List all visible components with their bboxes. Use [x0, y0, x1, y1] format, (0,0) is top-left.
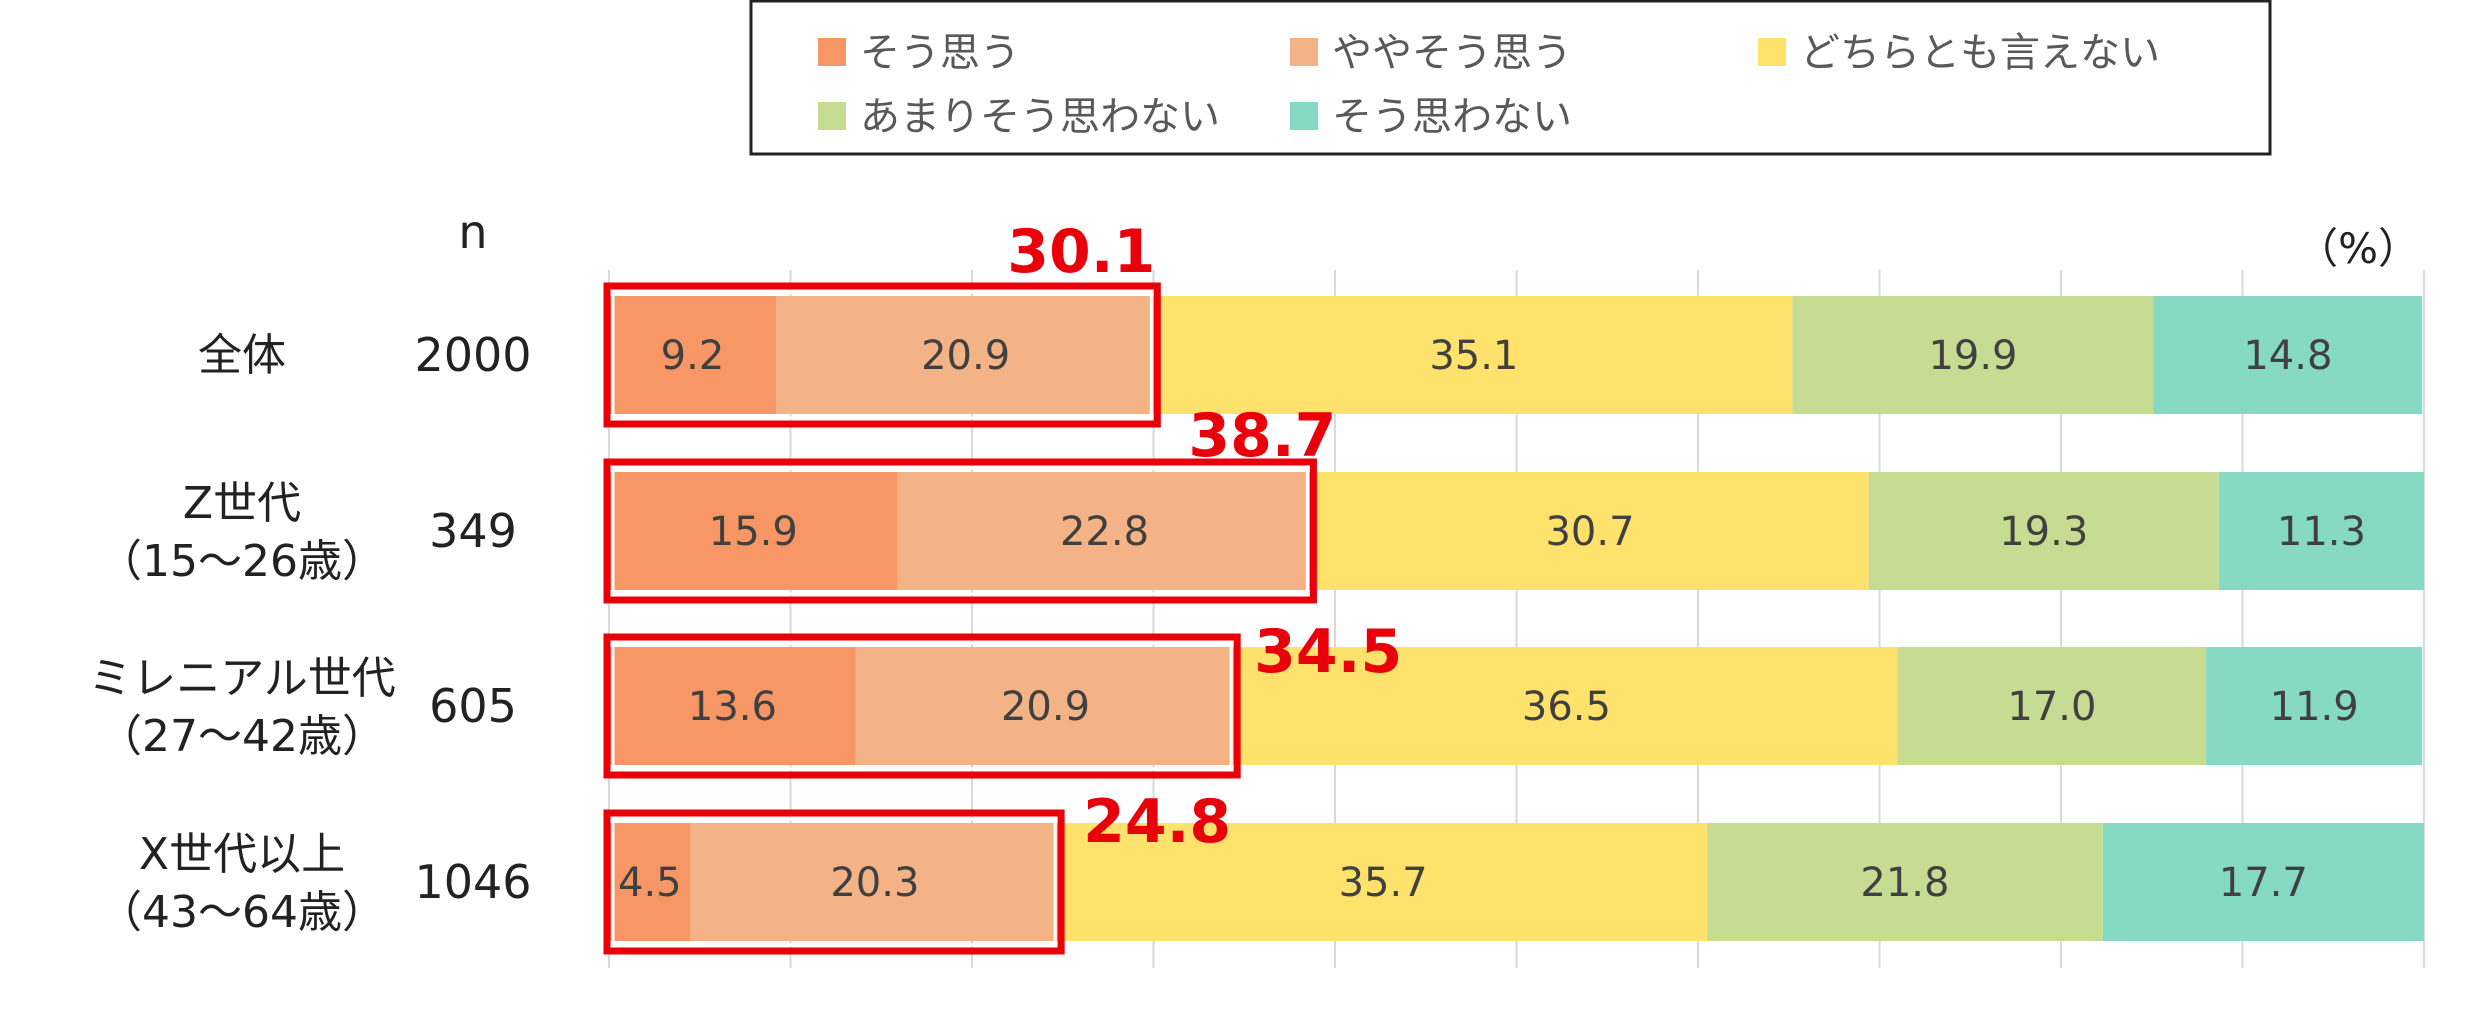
bar-segment	[690, 823, 1060, 941]
bar-segment	[609, 472, 898, 590]
data-label: 19.3	[1999, 509, 2088, 555]
n-value: 605	[429, 679, 517, 733]
data-label: 35.7	[1339, 860, 1428, 906]
data-label: 22.8	[1060, 509, 1149, 555]
highlight-inner	[611, 817, 1057, 947]
data-label: 20.3	[830, 860, 919, 906]
legend-swatch	[1758, 38, 1786, 66]
data-label: 15.9	[709, 509, 798, 555]
legend-swatch	[1290, 102, 1318, 130]
highlight-total: 38.7	[1188, 401, 1336, 471]
data-label: 19.9	[1928, 333, 2017, 379]
bar-segment	[609, 647, 856, 765]
bar-segment	[1868, 472, 2219, 590]
highlight-inner	[611, 290, 1153, 420]
legend-swatch	[1290, 38, 1318, 66]
bar-segment	[2102, 823, 2424, 941]
data-label: 20.9	[1001, 684, 1090, 730]
legend-label: そう思う	[860, 30, 1020, 76]
bar-segment	[1059, 823, 1708, 941]
bar-segment	[2153, 296, 2423, 414]
bar-segment	[1707, 823, 2103, 941]
bar-segment	[1792, 296, 2154, 414]
category-label: 全体	[198, 330, 286, 381]
n-value: 1046	[414, 855, 531, 909]
legend-swatch	[818, 38, 846, 66]
data-label: 17.0	[2007, 684, 2096, 730]
bar-segment	[1897, 647, 2207, 765]
highlight-total: 24.8	[1083, 787, 1231, 857]
data-label: 21.8	[1860, 860, 1949, 906]
data-label: 4.5	[618, 860, 682, 906]
bars: 9.2 20.9 35.1 19.9 14.8 15.9 22.8 30.7 19.3 11.3 1…	[609, 296, 2424, 941]
highlights: 30.1 38.7 34.5 24.8	[603, 217, 1402, 955]
category-label: ミレニアル世代	[88, 653, 396, 704]
bar-segment	[1155, 296, 1793, 414]
n-header: n	[458, 205, 487, 259]
category-label: （43～64歳）	[98, 887, 386, 938]
category-label: X世代以上	[139, 829, 345, 880]
legend-label: あまりそう思わない	[860, 94, 1220, 140]
category-label: （27～42歳）	[98, 711, 386, 762]
bar-segment	[897, 472, 1312, 590]
data-label: 11.3	[2277, 509, 2366, 555]
legend-label: どちらとも言えない	[1800, 30, 2160, 76]
n-value: 349	[429, 504, 517, 558]
highlight-box	[603, 458, 1317, 604]
category-label: （15～26歳）	[98, 536, 386, 587]
bar-segment	[775, 296, 1156, 414]
highlight-box	[603, 633, 1241, 779]
data-label: 9.2	[661, 333, 725, 379]
category-label: Z世代	[183, 478, 301, 529]
data-label: 13.6	[688, 684, 777, 730]
data-label: 30.7	[1545, 509, 1634, 555]
highlight-total: 34.5	[1254, 617, 1402, 687]
data-label: 20.9	[921, 333, 1010, 379]
data-label: 14.8	[2243, 333, 2332, 379]
highlight-inner	[611, 641, 1233, 771]
data-label: 17.7	[2219, 860, 2308, 906]
bar-segment	[855, 647, 1236, 765]
bar-segment	[2206, 647, 2423, 765]
highlight-inner	[611, 466, 1309, 596]
data-label: 35.1	[1429, 333, 1518, 379]
unit-label: （%）	[2296, 224, 2420, 273]
legend-label: そう思わない	[1332, 94, 1572, 140]
category-labels: 全体 2000 Z世代 （15～26歳） 349 ミレニアル世代 （27～42歳） 605 X世…	[88, 328, 531, 938]
bar-segment	[2218, 472, 2424, 590]
highlight-box	[603, 282, 1161, 428]
highlight-total: 30.1	[1007, 217, 1155, 287]
highlight-box	[603, 809, 1065, 955]
bar-segment	[1311, 472, 1869, 590]
legend-label: ややそう思う	[1332, 30, 1572, 76]
n-value: 2000	[414, 328, 531, 382]
bar-segment	[609, 296, 776, 414]
legend-frame	[749, 0, 2272, 156]
bar-segment	[609, 823, 691, 941]
data-label: 36.5	[1522, 684, 1611, 730]
bar-segment	[1235, 647, 1898, 765]
data-label: 11.9	[2270, 684, 2359, 730]
legend-swatch	[818, 102, 846, 130]
